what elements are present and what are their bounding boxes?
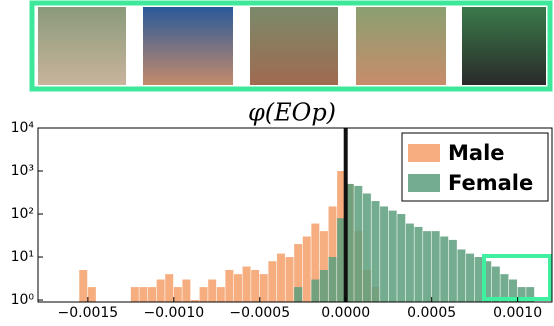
legend-swatch xyxy=(408,144,440,162)
bar xyxy=(208,279,217,302)
bar xyxy=(182,279,191,302)
x-tick-label: 0.0010 xyxy=(493,305,542,321)
bar xyxy=(216,287,225,302)
legend-label: Female xyxy=(448,171,533,195)
bar xyxy=(268,261,277,302)
bar xyxy=(405,223,414,302)
y-tick-label: 10¹ xyxy=(11,249,34,265)
bar xyxy=(199,287,208,302)
x-tick-label: −0.0005 xyxy=(229,305,290,321)
face-photo xyxy=(462,7,546,85)
bar xyxy=(311,279,320,302)
bar xyxy=(414,226,423,302)
chart-title: φ(EOp) xyxy=(248,99,336,127)
highlight-box xyxy=(482,254,552,301)
bar xyxy=(165,274,174,302)
bar xyxy=(148,287,157,302)
bar xyxy=(173,287,182,302)
bar xyxy=(251,269,260,302)
legend-label: Male xyxy=(448,141,505,165)
bar xyxy=(156,279,165,302)
legend: Male Female xyxy=(401,132,549,202)
bar xyxy=(233,274,242,302)
bar xyxy=(328,257,337,302)
bar xyxy=(388,210,397,302)
bar xyxy=(190,300,199,302)
bar xyxy=(509,279,518,302)
y-tick-label: 10⁴ xyxy=(11,120,35,136)
bar xyxy=(79,269,88,302)
plot-frame xyxy=(37,127,553,303)
bar xyxy=(225,269,234,302)
bar xyxy=(319,269,328,302)
bar xyxy=(311,223,320,302)
bar xyxy=(276,253,285,302)
face-photo xyxy=(356,7,446,85)
bar xyxy=(362,193,371,302)
bar xyxy=(457,249,466,302)
x-tick-label: −0.0010 xyxy=(143,305,204,321)
bar xyxy=(491,266,500,302)
y-tick-label: 10² xyxy=(11,206,34,222)
legend-swatch xyxy=(408,174,440,192)
bar xyxy=(517,287,526,302)
bar xyxy=(483,261,492,302)
bar xyxy=(466,253,475,302)
bar xyxy=(526,287,535,302)
bar xyxy=(354,185,363,302)
bar xyxy=(259,274,268,302)
photo-strip xyxy=(29,0,553,92)
bar xyxy=(440,236,449,302)
bar xyxy=(87,287,96,302)
bar xyxy=(130,287,139,302)
x-tick-label: 0.0000 xyxy=(321,305,370,321)
x-tick-label: 0.0005 xyxy=(407,305,456,321)
face-photo xyxy=(38,7,126,85)
bar xyxy=(345,183,354,302)
face-photo xyxy=(143,7,233,85)
x-tick-label: −0.0015 xyxy=(57,305,118,321)
bar xyxy=(319,231,328,302)
bar xyxy=(302,236,311,302)
bar xyxy=(380,206,389,302)
bar xyxy=(139,287,148,302)
bar xyxy=(294,244,303,302)
bar xyxy=(423,231,432,302)
bar xyxy=(500,274,509,302)
photo-frame xyxy=(29,0,553,92)
bar xyxy=(431,231,440,302)
bar xyxy=(242,266,251,302)
bar xyxy=(328,206,337,302)
bar xyxy=(474,257,483,302)
bar xyxy=(285,257,294,302)
bar xyxy=(371,201,380,302)
y-tick-label: 10⁰ xyxy=(11,292,35,308)
bar xyxy=(337,218,346,302)
bar xyxy=(448,239,457,302)
bar xyxy=(294,287,303,302)
y-tick-label: 10³ xyxy=(11,163,34,179)
bar xyxy=(397,214,406,302)
face-photo xyxy=(250,7,338,85)
